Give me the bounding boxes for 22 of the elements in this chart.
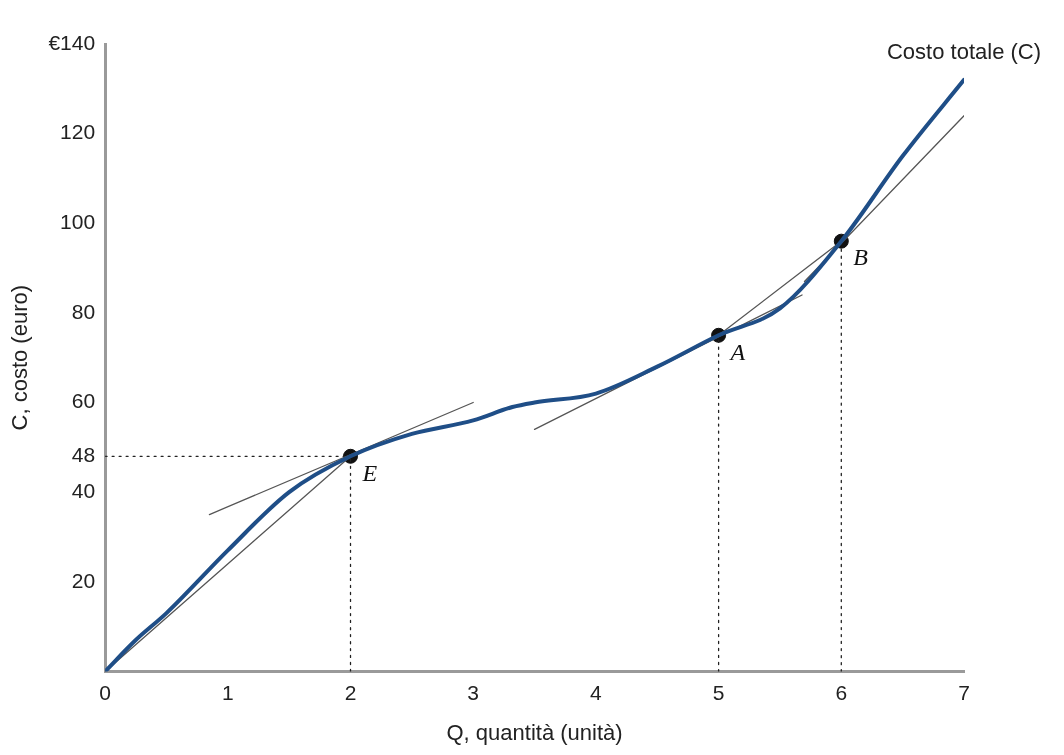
y-axis-title: C, costo (euro) — [7, 284, 33, 431]
series-label: Costo totale (C) — [886, 38, 1042, 64]
x-tick-label: 4 — [590, 680, 603, 704]
x-tick-label: 7 — [958, 680, 970, 704]
y-tick-label: 60 — [71, 389, 96, 413]
y-tick-label: 100 — [60, 210, 96, 234]
y-tick-label: 80 — [71, 299, 96, 323]
y-tick-label: 120 — [60, 120, 96, 144]
x-tick-label: 1 — [221, 680, 234, 704]
x-tick-label: 2 — [344, 680, 357, 704]
annotation: E — [361, 459, 378, 486]
x-tick-label: 5 — [712, 680, 725, 704]
x-tick-label: 3 — [467, 680, 480, 704]
y-tick-label: 48 — [71, 443, 96, 467]
annotation: B — [853, 244, 869, 271]
y-tick-label: 20 — [71, 568, 96, 592]
x-tick-label: 6 — [835, 680, 848, 704]
x-axis-title: Q, quantità (unità) — [446, 719, 623, 745]
y-tick-label: €140 — [48, 30, 96, 54]
annotation: A — [728, 338, 746, 365]
x-tick-label: 0 — [99, 680, 111, 704]
y-tick-label: 40 — [71, 478, 96, 502]
